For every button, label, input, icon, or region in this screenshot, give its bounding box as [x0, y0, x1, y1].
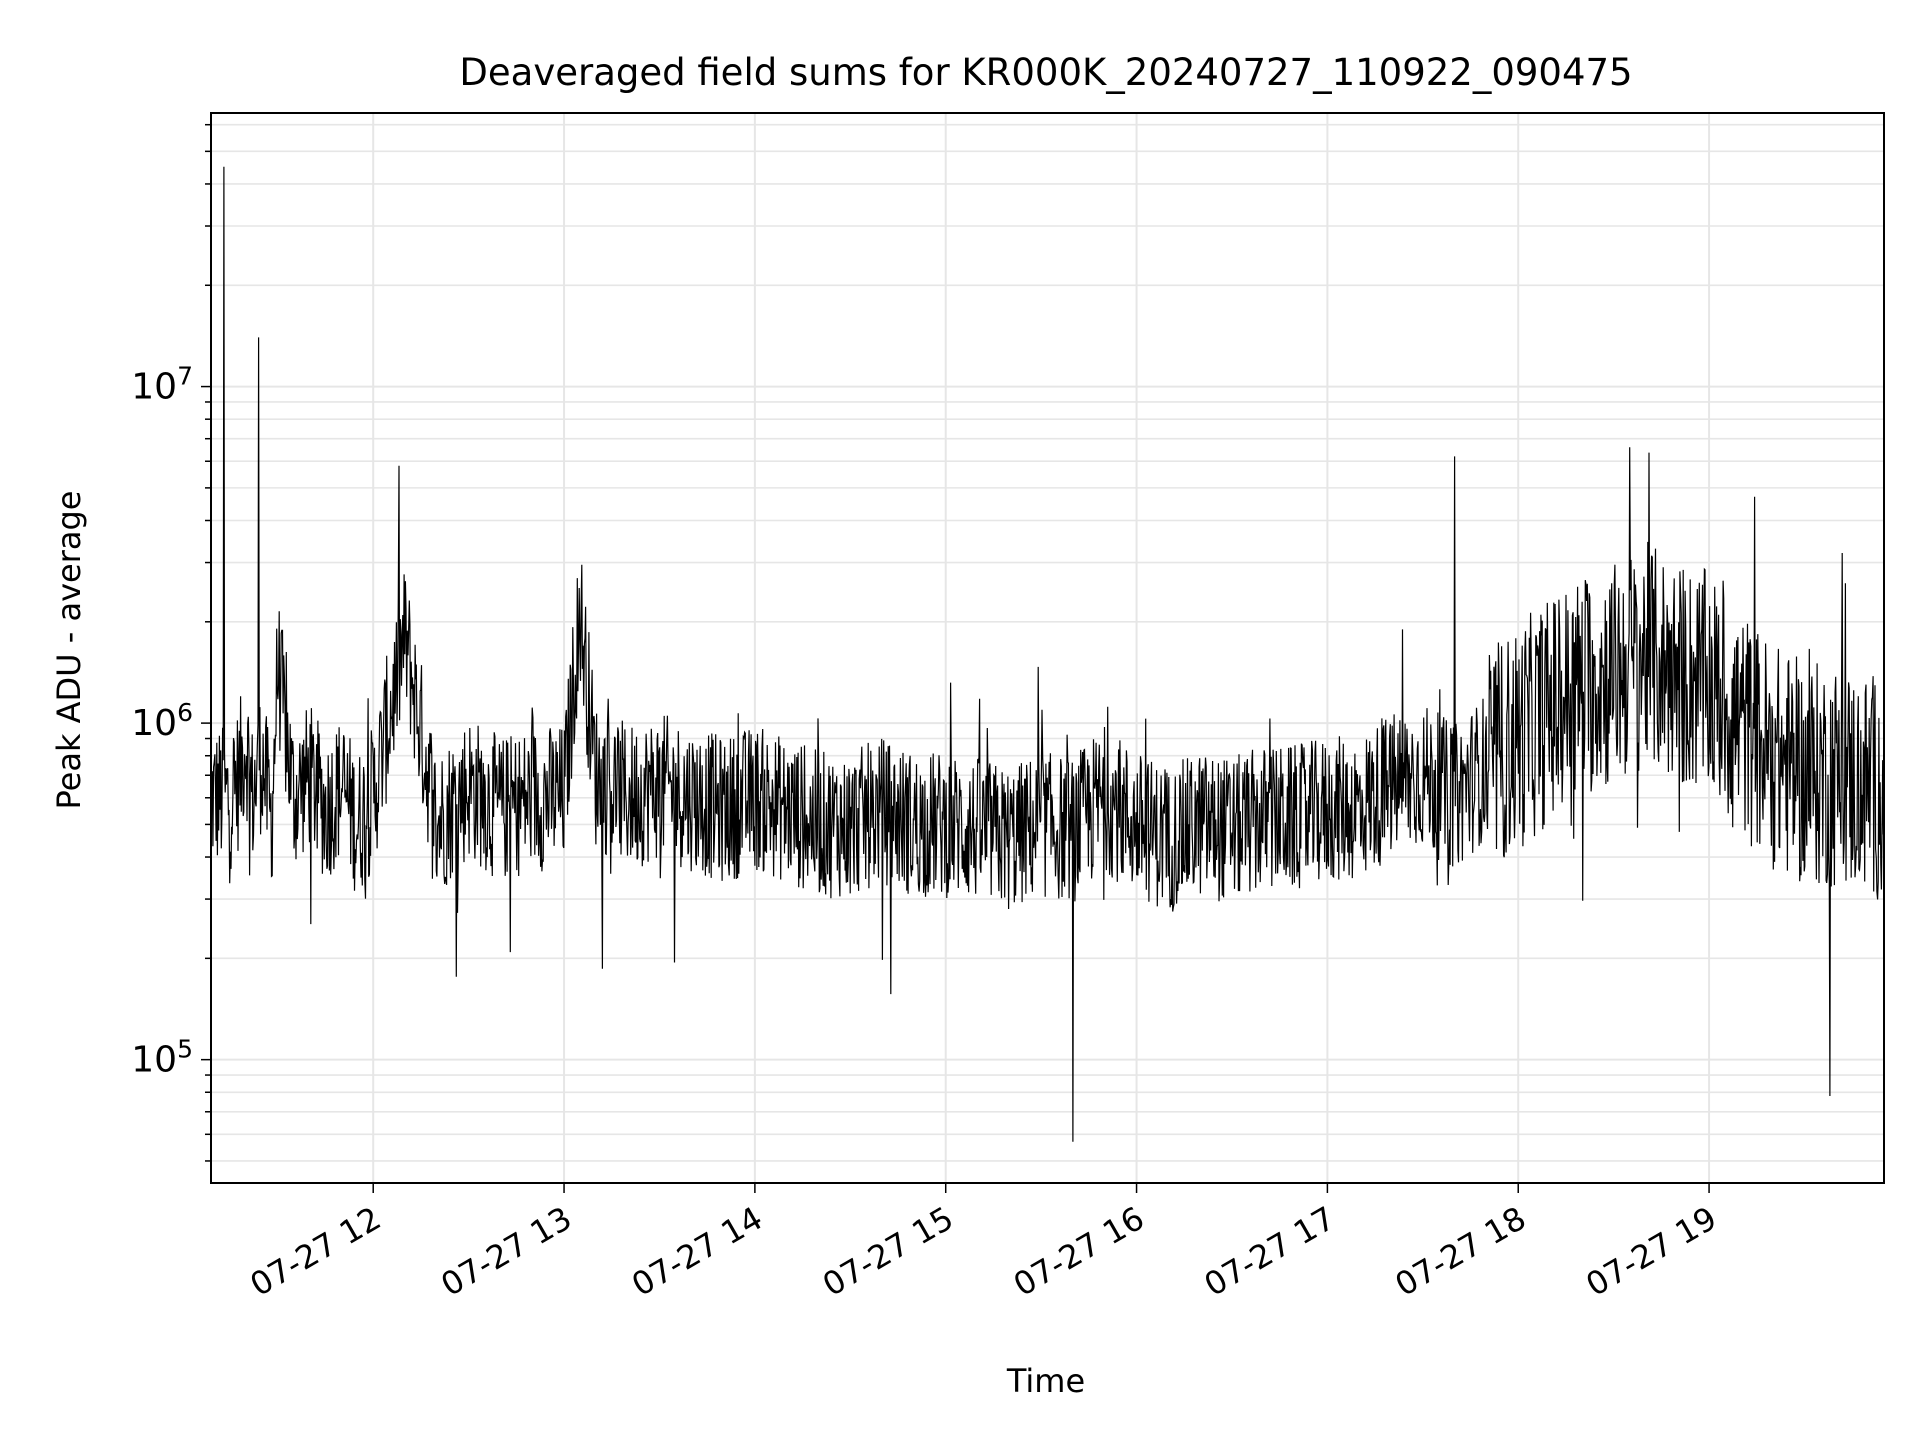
y-axis-label: Peak ADU - average [50, 491, 88, 810]
y-tick-label: 107 [131, 362, 193, 408]
series-line [210, 166, 1885, 1142]
chart-title: Deaveraged field sums for KR000K_2024072… [459, 51, 1632, 94]
grid [211, 113, 1884, 1183]
series-layer [210, 166, 1885, 1142]
y-tick-label: 105 [131, 1035, 193, 1081]
y-axis: 105 106 107 [131, 123, 211, 1162]
x-axis-label: Time [1006, 1362, 1085, 1400]
plot-frame [210, 112, 1885, 1184]
y-tick-label: 106 [131, 698, 193, 744]
